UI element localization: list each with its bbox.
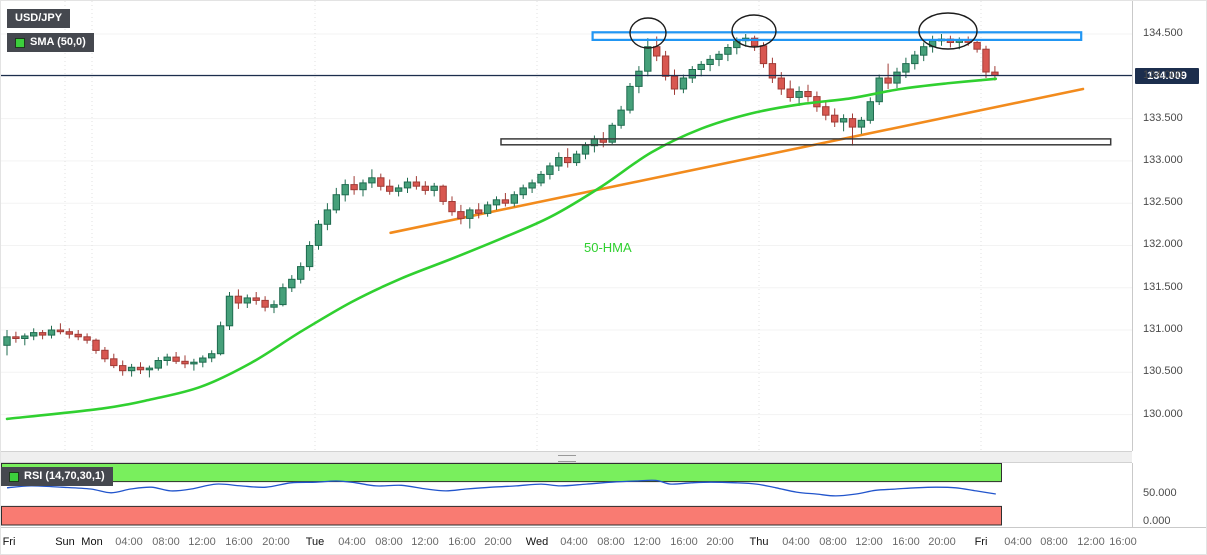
time-axis-label: 20:00	[706, 536, 734, 548]
sma-indicator-label: SMA (50,0)	[30, 36, 86, 48]
rsi-indicator-badge[interactable]: RSI (14,70,30,1)	[1, 467, 113, 486]
svg-text:50-HMA: 50-HMA	[584, 240, 632, 255]
time-axis-label: 12:00	[188, 536, 216, 548]
time-axis-label: 20:00	[928, 536, 956, 548]
time-axis-label: 16:00	[448, 536, 476, 548]
candlestick-chart[interactable]: 50-HMA	[1, 1, 1132, 451]
time-axis-label: 12:00	[633, 536, 661, 548]
price-axis[interactable]: 134.009 134.500 134.000 133.500 133.000 132.…	[1132, 1, 1206, 451]
price-axis-label: 131.000	[1143, 323, 1183, 336]
current-price-badge: 134.009	[1135, 67, 1199, 84]
price-axis-label: 132.000	[1143, 238, 1183, 251]
symbol-badge: USD/JPY	[7, 9, 71, 28]
indicator-color-icon	[9, 471, 19, 482]
time-axis-label: 16:00	[225, 536, 253, 548]
price-axis-label: 132.500	[1143, 196, 1183, 209]
rsi-panel[interactable]: RSI (14,70,30,1)	[1, 463, 1132, 527]
rsi-axis-label: 50.000	[1143, 487, 1177, 499]
time-axis-label: 12:00	[855, 536, 883, 548]
price-axis-label: 133.500	[1143, 111, 1183, 124]
time-axis-label: 04:00	[338, 536, 366, 548]
time-axis-label: 16:00	[1109, 536, 1137, 548]
price-chart-panel[interactable]: 50-HMA USD/JPY SMA (50,0)	[1, 1, 1132, 451]
divider-grip-icon[interactable]	[558, 455, 576, 462]
time-axis-day-label: Thu	[749, 536, 769, 548]
time-axis-label: 08:00	[597, 536, 625, 548]
time-axis-day-label: Sun	[55, 536, 75, 548]
time-axis-label: 08:00	[375, 536, 403, 548]
time-axis-day-label: Fri	[2, 536, 16, 548]
time-axis-label: 16:00	[892, 536, 920, 548]
time-axis-label: 04:00	[560, 536, 588, 548]
time-axis-day-label: Fri	[974, 536, 988, 548]
time-axis-day-label: Mon	[81, 536, 103, 548]
time-axis-day-label: Tue	[305, 536, 325, 548]
time-axis[interactable]: Fri Sun Mon 04:00 08:00 12:00 16:00 20:00 Tue 04:…	[1, 527, 1206, 554]
time-axis-label: 12:00	[1077, 536, 1105, 548]
symbol-label: USD/JPY	[15, 12, 63, 24]
time-axis-day-label: Wed	[525, 536, 549, 548]
sma-indicator-badge[interactable]: SMA (50,0)	[7, 33, 94, 52]
price-axis-label: 130.500	[1143, 365, 1183, 378]
time-axis-label: 20:00	[262, 536, 290, 548]
time-axis-label: 08:00	[1040, 536, 1068, 548]
time-axis-label: 04:00	[115, 536, 143, 548]
price-axis-label: 130.000	[1143, 407, 1183, 420]
time-axis-label: 04:00	[782, 536, 810, 548]
rsi-axis[interactable]: 50.000 0.000	[1132, 463, 1206, 527]
time-axis-label: 04:00	[1004, 536, 1032, 548]
price-axis-label: 134.500	[1143, 26, 1183, 39]
rsi-indicator-label: RSI (14,70,30,1)	[24, 470, 105, 482]
time-axis-label: 12:00	[411, 536, 439, 548]
price-axis-label: 134.000	[1143, 69, 1183, 82]
price-axis-label: 131.500	[1143, 280, 1183, 293]
time-axis-label: 08:00	[819, 536, 847, 548]
price-axis-label: 133.000	[1143, 153, 1183, 166]
rsi-axis-label: 0.000	[1143, 515, 1171, 527]
panel-divider[interactable]	[1, 451, 1132, 463]
rsi-chart[interactable]	[1, 463, 1132, 527]
indicator-color-icon	[15, 37, 25, 48]
time-axis-label: 16:00	[670, 536, 698, 548]
time-axis-label: 08:00	[152, 536, 180, 548]
time-axis-label: 20:00	[484, 536, 512, 548]
